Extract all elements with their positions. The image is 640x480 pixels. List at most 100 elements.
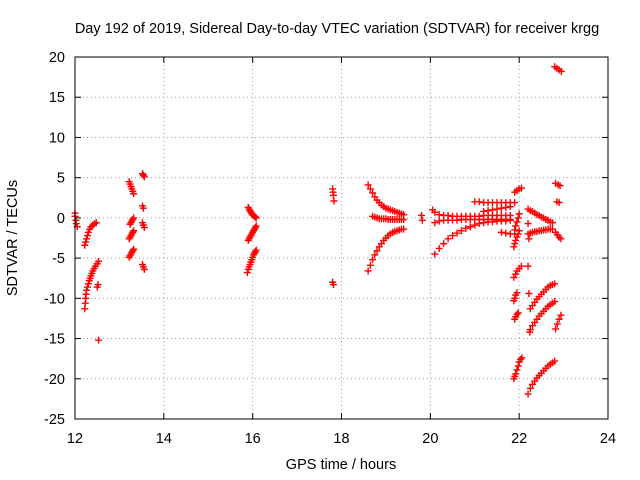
series-sat-w xyxy=(431,216,514,258)
x-tick-label: 22 xyxy=(511,431,527,447)
series-sat-g xyxy=(125,245,138,261)
data-point xyxy=(453,216,461,224)
data-point xyxy=(252,222,260,230)
y-axis-label: SDTVAR / TECUs xyxy=(5,180,21,296)
data-point xyxy=(511,226,519,234)
series-sat-t xyxy=(417,211,426,224)
data-point xyxy=(440,240,448,248)
series-sat-ag xyxy=(510,354,526,383)
series-sat-al xyxy=(526,280,559,313)
y-tick-label: 10 xyxy=(49,130,65,146)
data-point xyxy=(418,216,426,224)
data-point xyxy=(92,219,100,227)
data-point xyxy=(493,205,501,213)
data-point xyxy=(514,309,522,317)
data-point xyxy=(552,325,560,333)
data-point xyxy=(129,247,137,255)
data-point xyxy=(252,214,260,222)
data-point xyxy=(369,189,377,197)
data-point xyxy=(251,248,259,256)
data-point xyxy=(555,315,563,323)
data-point xyxy=(516,355,524,363)
y-tick-label: -25 xyxy=(44,412,65,428)
data-point xyxy=(140,265,148,273)
x-tick-label: 20 xyxy=(422,431,438,447)
series-sat-j xyxy=(139,219,148,232)
data-point xyxy=(556,182,564,190)
series-sat-c xyxy=(81,257,103,313)
series-sat-b xyxy=(81,219,100,249)
data-point xyxy=(526,384,534,392)
data-point xyxy=(513,218,521,226)
data-point xyxy=(551,357,559,365)
y-tick-label: 0 xyxy=(57,211,65,227)
data-point xyxy=(400,225,408,233)
data-point xyxy=(129,228,137,236)
data-point xyxy=(252,246,260,254)
data-point xyxy=(524,390,532,398)
data-point xyxy=(525,235,533,243)
data-point xyxy=(330,281,338,289)
series-sat-s xyxy=(364,225,408,275)
data-point xyxy=(513,366,521,374)
x-tick-label: 14 xyxy=(156,431,172,447)
data-point xyxy=(466,223,474,231)
data-point xyxy=(130,214,138,222)
data-point xyxy=(83,283,91,291)
data-point xyxy=(94,281,102,289)
x-tick-label: 24 xyxy=(600,431,616,447)
x-tick-label: 12 xyxy=(67,431,83,447)
data-point xyxy=(551,280,559,288)
series-sat-ae xyxy=(510,289,521,305)
series-sat-r xyxy=(369,212,408,223)
data-point xyxy=(453,229,461,237)
data-point xyxy=(497,204,505,212)
data-point xyxy=(444,235,452,243)
data-point xyxy=(515,210,523,218)
data-point xyxy=(435,217,443,225)
data-point xyxy=(506,216,514,224)
data-point xyxy=(251,224,259,232)
data-point xyxy=(435,211,443,219)
data-point xyxy=(512,270,520,278)
data-point xyxy=(83,286,91,294)
data-point xyxy=(510,243,518,251)
data-point xyxy=(511,294,519,302)
data-point xyxy=(139,171,147,179)
series-sat-k xyxy=(139,261,148,273)
data-point xyxy=(515,227,523,235)
series-sat-ao xyxy=(551,63,565,75)
data-point xyxy=(517,262,525,270)
data-point xyxy=(431,219,439,227)
series-sat-x xyxy=(471,198,519,207)
data-point xyxy=(512,222,520,230)
series-sat-ap xyxy=(552,179,564,190)
data-points xyxy=(71,63,565,398)
series-sat-aj xyxy=(524,220,533,243)
series-sat-af xyxy=(511,309,522,323)
data-point xyxy=(511,199,519,207)
data-point xyxy=(95,257,103,265)
data-point xyxy=(243,269,251,277)
chart-title: Day 192 of 2019, Sidereal Day-to-day VTE… xyxy=(75,21,599,37)
data-point xyxy=(551,298,559,306)
data-point xyxy=(514,362,522,370)
data-point xyxy=(506,203,514,211)
data-point xyxy=(526,326,534,334)
series-sat-ar xyxy=(552,228,565,243)
data-point xyxy=(366,261,374,269)
data-point xyxy=(502,229,510,237)
series-sat-i xyxy=(139,202,147,212)
y-tick-label: 5 xyxy=(57,171,65,187)
data-point xyxy=(514,230,522,238)
data-point xyxy=(130,227,138,235)
data-point xyxy=(553,320,561,328)
series-sat-v xyxy=(431,215,514,227)
series-outlier-a xyxy=(95,336,103,344)
data-point xyxy=(435,244,443,252)
data-point xyxy=(557,67,565,75)
series-sat-ai xyxy=(524,225,556,238)
series-sat-d xyxy=(125,178,138,198)
data-point xyxy=(84,228,92,236)
